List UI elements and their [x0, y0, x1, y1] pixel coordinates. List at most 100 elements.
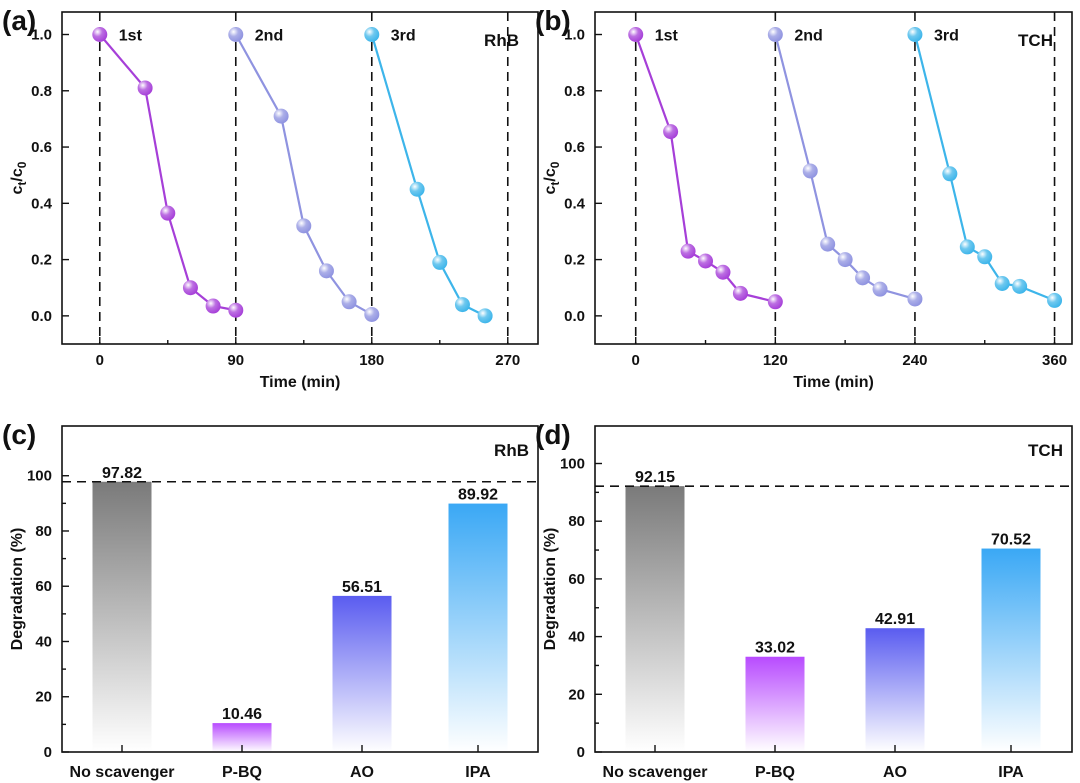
y-axis-title: ct/c0	[9, 161, 29, 194]
data-point-1st	[732, 285, 748, 301]
bar-value-label: 89.92	[458, 487, 498, 504]
panel-label: (a)	[2, 5, 36, 36]
bar-value-label: 42.91	[875, 611, 915, 628]
data-point-2nd	[296, 218, 312, 234]
bar-p-bq	[745, 656, 805, 752]
y-tick-label: 20	[35, 689, 52, 706]
data-point-1st	[698, 253, 714, 269]
panel-label: (c)	[2, 419, 36, 450]
data-point-3rd	[454, 297, 470, 313]
bar-value-label: 56.51	[342, 579, 382, 596]
y-axis-title: Degradation (%)	[542, 528, 559, 651]
bar-value-label: 97.82	[102, 465, 142, 482]
y-tick-label: 0.0	[564, 308, 585, 325]
x-tick-label: 120	[763, 352, 788, 369]
x-tick-label: 360	[1042, 352, 1067, 369]
y-tick-label: 0.6	[31, 139, 52, 156]
y-tick-label: 40	[35, 633, 52, 650]
bar-no-scavenger	[92, 481, 152, 752]
plot-frame	[594, 425, 1073, 753]
panel-label: (d)	[535, 419, 571, 450]
data-point-1st	[160, 205, 176, 221]
data-point-3rd	[942, 166, 958, 182]
series-line-3rd	[370, 34, 486, 317]
y-tick-label: 60	[568, 571, 585, 588]
data-point-3rd	[364, 27, 380, 43]
data-point-2nd	[228, 27, 244, 43]
y-tick-label: 1.0	[31, 27, 52, 44]
plot-frame	[61, 425, 539, 753]
sample-tag: RhB	[494, 441, 529, 460]
plot-frame	[61, 11, 539, 345]
data-point-2nd	[364, 306, 380, 322]
data-point-1st	[663, 124, 679, 140]
series-line-1st	[98, 33, 236, 312]
x-category-label: P-BQ	[755, 764, 795, 781]
data-point-3rd	[977, 249, 993, 265]
sample-tag: RhB	[484, 31, 519, 50]
y-tick-label: 0.8	[31, 83, 52, 100]
y-tick-label: 80	[568, 513, 585, 530]
y-tick-label: 0.2	[564, 252, 585, 269]
y-tick-label: 80	[35, 523, 52, 540]
data-point-1st	[228, 302, 244, 318]
y-tick-label: 0	[44, 744, 52, 761]
y-tick-label: 0.8	[564, 83, 585, 100]
y-tick-label: 100	[27, 468, 52, 485]
y-tick-label: 0.4	[564, 195, 586, 212]
x-tick-label: 180	[359, 352, 384, 369]
plot-frame	[594, 11, 1073, 345]
bar-ipa	[448, 503, 508, 752]
x-axis-title: Time (min)	[793, 374, 874, 391]
x-category-label: AO	[350, 764, 374, 781]
x-category-label: AO	[883, 764, 907, 781]
data-point-1st	[182, 280, 198, 296]
y-axis-title: Degradation (%)	[9, 528, 26, 651]
x-axis-title: Time (min)	[260, 374, 341, 391]
data-point-2nd	[872, 281, 888, 297]
panel-label: (b)	[535, 5, 571, 36]
data-point-3rd	[477, 308, 493, 324]
bar-ao	[332, 595, 392, 752]
bar-no-scavenger	[625, 486, 685, 752]
x-category-label: P-BQ	[222, 764, 262, 781]
series-line-2nd	[234, 33, 373, 316]
data-point-3rd	[1047, 292, 1063, 308]
data-point-3rd	[994, 276, 1010, 292]
data-point-3rd	[1012, 278, 1028, 294]
x-category-label: IPA	[465, 764, 491, 781]
data-point-2nd	[820, 236, 836, 252]
data-point-2nd	[318, 263, 334, 279]
sample-tag: TCH	[1018, 31, 1053, 50]
data-point-1st	[92, 27, 108, 43]
x-tick-label: 0	[96, 352, 104, 369]
bar-value-label: 33.02	[755, 640, 795, 657]
bar-ipa	[981, 548, 1041, 752]
y-tick-label: 0.0	[31, 308, 52, 325]
x-tick-label: 0	[632, 352, 640, 369]
data-point-1st	[205, 298, 221, 314]
sample-tag: TCH	[1028, 441, 1063, 460]
data-point-2nd	[855, 270, 871, 286]
y-tick-label: 20	[568, 686, 585, 703]
run-label: 2nd	[794, 28, 822, 45]
y-tick-label: 60	[35, 578, 52, 595]
x-tick-label: 90	[227, 352, 244, 369]
run-label: 3rd	[934, 28, 959, 45]
data-point-3rd	[907, 27, 923, 43]
bar-value-label: 10.46	[222, 706, 262, 723]
y-tick-label: 0	[577, 744, 585, 761]
data-point-2nd	[273, 108, 289, 124]
bar-value-label: 92.15	[635, 469, 675, 486]
run-label: 1st	[119, 28, 143, 45]
data-point-3rd	[432, 254, 448, 270]
bar-value-label: 70.52	[991, 532, 1031, 549]
run-label: 1st	[655, 28, 679, 45]
panel-b: (b) 0.0 0.2 0.4 0.6 0.8 1.0 0 120 240 360 1st 2nd 3rd…	[535, 5, 1073, 391]
data-point-1st	[137, 80, 153, 96]
x-tick-label: 270	[495, 352, 520, 369]
y-tick-label: 100	[560, 456, 585, 473]
x-category-label: No scavenger	[70, 764, 175, 781]
data-point-1st	[680, 243, 696, 259]
